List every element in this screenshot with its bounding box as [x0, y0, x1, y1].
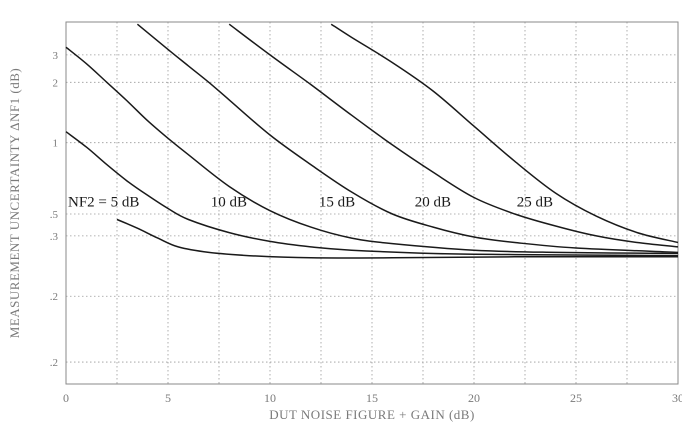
curve-label-1: NF2 = 5 dB: [68, 194, 139, 210]
plot-frame: [65, 21, 679, 385]
grid: [66, 22, 678, 384]
x-tick-label: 5: [165, 391, 171, 405]
y-tick-label: 1: [53, 138, 59, 150]
curve-series-1: [116, 218, 679, 259]
curve-label-5: 25 dB: [517, 194, 553, 210]
x-tick-label: 10: [264, 391, 276, 405]
y-tick-label: .3: [50, 231, 59, 243]
x-tick-label: 25: [570, 391, 582, 405]
curve-series-5: [228, 23, 679, 248]
curve-series-2: [65, 131, 679, 257]
curve-series-6: [330, 23, 679, 244]
curve-label-2: 10 dB: [211, 194, 247, 210]
curves: [65, 23, 679, 259]
curve-labels: NF2 = 5 dB 10 dB 15 dB 20 dB 25 dB: [68, 194, 553, 210]
y-axis-title: MEASUREMENT UNCERTAINTY ΔNF1 (dB): [7, 68, 22, 338]
x-tick-label: 30: [672, 391, 682, 405]
y-tick-label: .2: [50, 357, 58, 369]
curve-label-4: 20 dB: [415, 194, 451, 210]
x-tick-label: 20: [468, 391, 480, 405]
y-tick-label: .5: [50, 209, 59, 221]
y-tick-label: .2: [50, 291, 58, 303]
x-axis-title: DUT NOISE FIGURE + GAIN (dB): [269, 407, 475, 422]
x-tick-label: 0: [63, 391, 69, 405]
x-tick-label: 15: [366, 391, 378, 405]
curve-series-4: [136, 23, 679, 254]
axis-ticks: 0 5 10 15 20 25 30 .2 .2 .3 .5 1 2 3: [50, 50, 682, 405]
curve-label-3: 15 dB: [319, 194, 355, 210]
y-tick-label: 2: [53, 77, 59, 89]
curve-series-3: [65, 46, 679, 255]
y-tick-label: 3: [53, 50, 59, 62]
